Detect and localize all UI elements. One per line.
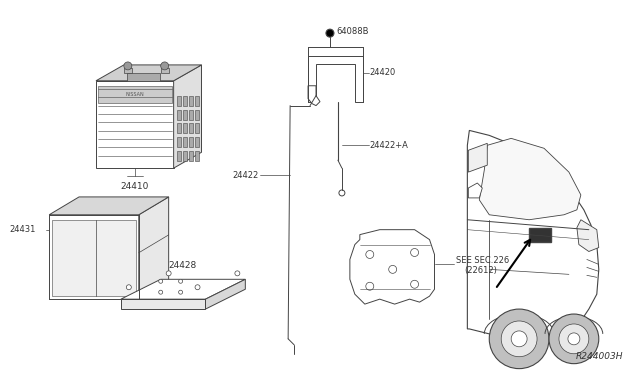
Text: 64088B: 64088B (336, 27, 369, 36)
Text: 24420: 24420 (370, 68, 396, 77)
Circle shape (166, 271, 171, 276)
Circle shape (159, 279, 163, 283)
Circle shape (124, 62, 132, 70)
Polygon shape (177, 110, 180, 119)
Text: NISSAN: NISSAN (125, 92, 144, 97)
Circle shape (179, 279, 182, 283)
Polygon shape (124, 68, 132, 73)
Polygon shape (182, 151, 187, 161)
Text: R244003H: R244003H (576, 352, 623, 361)
Circle shape (411, 248, 419, 256)
Polygon shape (177, 137, 180, 147)
Bar (529, 228, 551, 241)
Circle shape (511, 331, 527, 347)
Circle shape (366, 282, 374, 290)
Circle shape (549, 314, 599, 364)
Polygon shape (139, 197, 169, 299)
Circle shape (501, 321, 537, 357)
Polygon shape (468, 143, 487, 172)
Polygon shape (98, 86, 172, 103)
Polygon shape (308, 86, 320, 106)
Circle shape (326, 29, 334, 37)
Circle shape (339, 190, 345, 196)
Polygon shape (189, 151, 193, 161)
Polygon shape (195, 137, 198, 147)
Circle shape (235, 271, 240, 276)
Text: SEE SEC.226: SEE SEC.226 (456, 256, 509, 265)
Text: 24422: 24422 (232, 171, 259, 180)
Circle shape (179, 290, 182, 294)
Circle shape (489, 309, 549, 369)
Polygon shape (121, 299, 205, 309)
Circle shape (366, 250, 374, 259)
Circle shape (126, 285, 131, 290)
Polygon shape (173, 65, 202, 168)
Polygon shape (467, 131, 599, 337)
Text: 24428: 24428 (168, 261, 196, 270)
Circle shape (388, 265, 397, 273)
Polygon shape (177, 151, 180, 161)
Polygon shape (96, 81, 173, 168)
Polygon shape (177, 96, 180, 106)
Polygon shape (189, 110, 193, 119)
Polygon shape (195, 124, 198, 134)
Polygon shape (195, 96, 198, 106)
Circle shape (195, 285, 200, 290)
Text: 24410: 24410 (120, 182, 149, 190)
Polygon shape (195, 151, 198, 161)
Polygon shape (127, 73, 160, 81)
Polygon shape (308, 56, 363, 102)
Text: (22612): (22612) (465, 266, 497, 275)
Polygon shape (49, 197, 169, 215)
Polygon shape (189, 137, 193, 147)
Polygon shape (189, 124, 193, 134)
Polygon shape (121, 279, 245, 299)
Polygon shape (161, 68, 169, 73)
Circle shape (411, 280, 419, 288)
Polygon shape (577, 220, 599, 251)
Circle shape (559, 324, 589, 354)
Text: 24422+A: 24422+A (370, 141, 409, 150)
Circle shape (568, 333, 580, 345)
Polygon shape (195, 110, 198, 119)
Polygon shape (182, 96, 187, 106)
Polygon shape (52, 220, 136, 296)
Polygon shape (479, 138, 581, 220)
Polygon shape (189, 96, 193, 106)
Polygon shape (177, 124, 180, 134)
Polygon shape (182, 137, 187, 147)
Polygon shape (182, 110, 187, 119)
Polygon shape (205, 279, 245, 309)
Polygon shape (468, 183, 483, 198)
Circle shape (161, 62, 169, 70)
Polygon shape (182, 124, 187, 134)
Polygon shape (96, 65, 202, 81)
Text: 24431: 24431 (10, 225, 36, 234)
Circle shape (159, 290, 163, 294)
Polygon shape (350, 230, 435, 304)
